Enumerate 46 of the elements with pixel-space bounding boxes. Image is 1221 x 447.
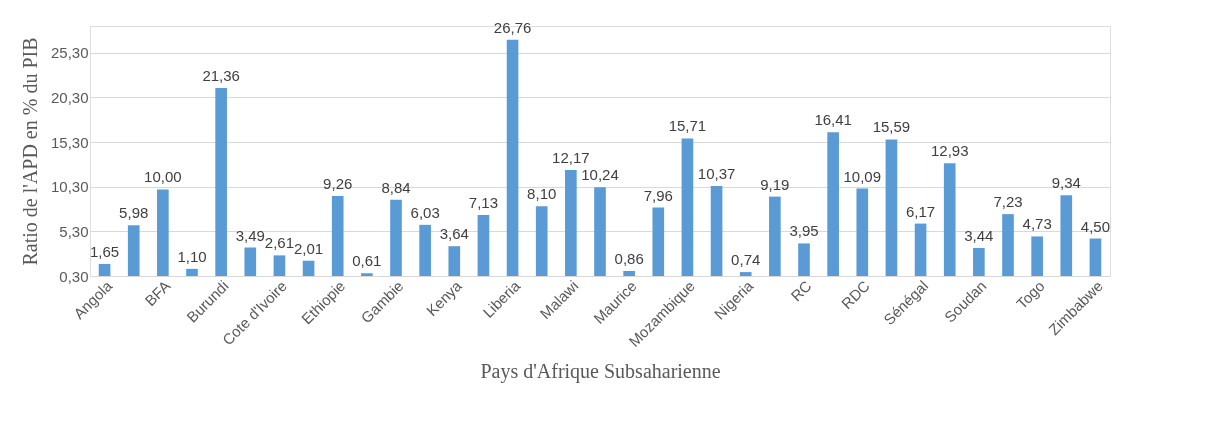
data-label: 12,17 bbox=[552, 149, 590, 167]
x-tick-label: RC bbox=[787, 276, 815, 305]
data-label: 2,61 bbox=[264, 234, 295, 252]
data-label: 8,84 bbox=[381, 178, 411, 196]
y-tick-label: 15,30 bbox=[50, 133, 89, 151]
data-label: 7,13 bbox=[468, 194, 499, 212]
data-label: 5,98 bbox=[119, 204, 149, 222]
x-axis-title: Pays d'Afrique Subsaharienne bbox=[480, 359, 721, 383]
x-tick-label: Togo bbox=[1012, 277, 1048, 313]
data-label: 15,71 bbox=[668, 117, 707, 135]
data-label: 3,64 bbox=[439, 225, 469, 243]
data-label: 12,93 bbox=[930, 142, 969, 160]
data-label: 0,74 bbox=[731, 251, 761, 269]
data-label: 9,34 bbox=[1051, 174, 1081, 192]
data-label: 3,49 bbox=[235, 226, 265, 244]
data-label: 9,26 bbox=[323, 175, 353, 192]
data-label: 1,65 bbox=[89, 242, 120, 260]
data-label: 0,86 bbox=[614, 250, 644, 267]
data-label: 1,10 bbox=[177, 247, 207, 265]
data-label: 10,09 bbox=[843, 167, 882, 185]
data-label: 26,76 bbox=[493, 18, 532, 36]
data-label: 10,00 bbox=[144, 168, 182, 186]
data-label: 21,36 bbox=[202, 66, 240, 84]
data-label: 3,44 bbox=[964, 226, 994, 244]
y-tick-label: 10,30 bbox=[50, 178, 89, 196]
y-axis-title: Ratio de l'APD en % du PIB bbox=[18, 37, 41, 266]
data-label: 3,95 bbox=[789, 222, 819, 240]
x-tick-label: BFA bbox=[141, 277, 174, 310]
y-tick-label: 5,30 bbox=[59, 222, 89, 240]
data-label: 15,59 bbox=[872, 118, 911, 136]
y-tick-label: 20,30 bbox=[50, 88, 89, 106]
data-label: 2,01 bbox=[293, 239, 324, 257]
y-tick-label: 25,30 bbox=[50, 44, 89, 62]
data-label: 7,23 bbox=[993, 193, 1023, 211]
data-label: 9,19 bbox=[760, 175, 790, 193]
data-label: 7,96 bbox=[643, 186, 673, 204]
data-label: 4,73 bbox=[1022, 215, 1052, 233]
data-label: 16,41 bbox=[814, 111, 852, 129]
data-label: 6,03 bbox=[410, 203, 440, 221]
data-label: 10,37 bbox=[697, 165, 736, 183]
data-label: 8,10 bbox=[527, 185, 557, 203]
data-label: 4,50 bbox=[1080, 217, 1111, 235]
y-tick-label: 0,30 bbox=[59, 267, 89, 285]
data-label: 6,17 bbox=[905, 202, 936, 220]
data-label: 0,61 bbox=[352, 252, 382, 270]
data-label: 10,24 bbox=[581, 166, 619, 184]
